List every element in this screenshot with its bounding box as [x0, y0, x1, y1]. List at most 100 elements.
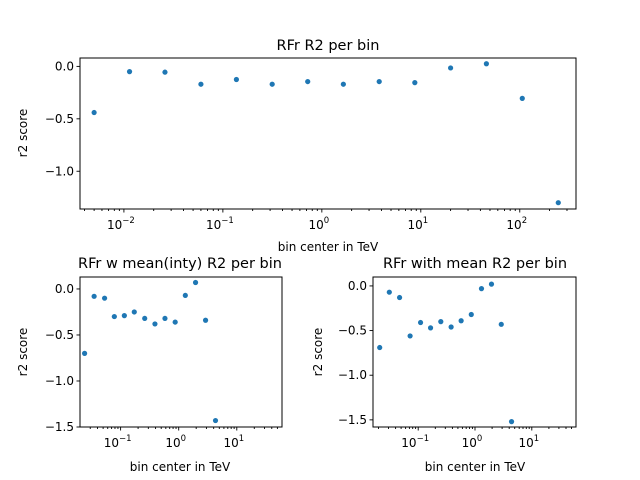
chart-title: RFr w mean(inty) R2 per bin — [78, 256, 282, 272]
data-point — [340, 81, 346, 87]
chart-title: RFr R2 per bin — [277, 38, 380, 54]
data-point — [162, 69, 168, 75]
data-point — [386, 289, 392, 295]
data-point — [555, 200, 561, 206]
data-points — [91, 61, 561, 206]
data-point — [131, 309, 137, 315]
data-point — [162, 315, 168, 322]
x-tick-base: 10 — [462, 436, 477, 450]
y-axis-label: r2 score — [16, 328, 30, 377]
data-point — [377, 344, 383, 351]
y-tick-label: −0.5 — [45, 112, 74, 126]
data-point — [269, 81, 275, 87]
data-point — [126, 69, 133, 75]
data-point — [305, 78, 311, 85]
data-point — [396, 294, 403, 301]
data-point — [202, 317, 209, 323]
x-tick-exponent: 0 — [324, 216, 329, 226]
x-tick-label: 102 — [506, 216, 527, 232]
data-point — [233, 76, 240, 83]
plot-frame — [79, 276, 283, 428]
x-tick-base: 10 — [104, 436, 119, 450]
x-axis-label: bin center in TeV — [278, 240, 379, 254]
data-point — [458, 318, 464, 324]
plot-frame — [372, 276, 577, 428]
data-point — [498, 321, 504, 327]
data-points — [377, 281, 515, 425]
x-tick-label: 100 — [165, 434, 186, 450]
data-point — [407, 333, 413, 339]
x-tick-exponent: 0 — [181, 434, 186, 444]
data-point — [438, 319, 444, 325]
data-point — [427, 325, 434, 331]
data-point — [468, 311, 474, 318]
x-tick-base: 10 — [107, 218, 122, 232]
data-point — [111, 313, 117, 320]
y-axis-label: r2 score — [311, 328, 325, 377]
data-point — [417, 319, 424, 326]
y-tick-label: −0.5 — [338, 324, 367, 338]
x-tick-base: 10 — [401, 436, 416, 450]
x-tick-exponent: 0 — [477, 434, 482, 444]
plot-frame — [79, 57, 577, 210]
y-tick-label: 0.0 — [348, 279, 367, 293]
y-tick-label: −1.5 — [338, 413, 367, 427]
x-tick-base: 10 — [518, 436, 533, 450]
chart-bottom-right: RFr with mean R2 per bin bin center in T… — [311, 256, 577, 474]
data-point — [519, 95, 525, 101]
y-axis-label: r2 score — [16, 109, 30, 158]
x-axis-label: bin center in TeV — [130, 460, 231, 474]
data-point — [478, 286, 485, 292]
data-point — [91, 293, 97, 299]
y-tick-label: −0.5 — [45, 328, 74, 342]
x-tick-label: 101 — [407, 216, 428, 232]
x-tick-exponent: 1 — [423, 216, 428, 226]
x-tick-label: 100 — [308, 216, 329, 232]
x-tick-exponent: 2 — [522, 216, 527, 226]
x-tick-exponent: −1 — [119, 434, 132, 444]
y-tick-label: 0.0 — [55, 282, 74, 296]
chart-bottom-left: RFr w mean(inty) R2 per bin bin center i… — [16, 256, 283, 474]
x-tick-label: 101 — [518, 434, 539, 450]
data-point — [212, 417, 219, 424]
x-tick-exponent: 1 — [534, 434, 539, 444]
x-tick-base: 10 — [165, 436, 180, 450]
x-tick-label: 10−1 — [104, 434, 132, 450]
x-tick-label: 10−2 — [107, 216, 135, 232]
y-tick-label: −1.0 — [45, 164, 74, 178]
x-tick-exponent: −2 — [122, 216, 135, 226]
data-point — [192, 279, 199, 286]
x-tick-base: 10 — [206, 218, 221, 232]
data-point — [101, 295, 108, 301]
data-point — [152, 321, 158, 327]
data-point — [121, 313, 127, 319]
x-tick-label: 10−1 — [401, 434, 429, 450]
data-point — [376, 78, 382, 85]
data-point — [483, 61, 489, 67]
y-tick-label: 0.0 — [55, 59, 74, 73]
x-tick-exponent: −1 — [417, 434, 430, 444]
data-point — [91, 109, 97, 116]
data-point — [488, 281, 495, 287]
x-tick-base: 10 — [223, 436, 238, 450]
x-tick-base: 10 — [308, 218, 323, 232]
y-tick-label: −1.5 — [45, 420, 74, 434]
data-point — [172, 319, 178, 325]
y-tick-label: −1.0 — [45, 374, 74, 388]
data-point — [182, 292, 188, 299]
x-tick-exponent: −1 — [221, 216, 234, 226]
x-tick-exponent: 1 — [239, 434, 244, 444]
x-axis-label: bin center in TeV — [425, 460, 526, 474]
data-point — [81, 350, 88, 356]
data-points — [81, 279, 219, 424]
data-point — [198, 81, 204, 87]
data-point — [447, 65, 454, 71]
x-tick-label: 101 — [223, 434, 244, 450]
x-tick-label: 10−1 — [206, 216, 234, 232]
data-point — [412, 80, 418, 86]
y-tick-label: −1.0 — [338, 368, 367, 382]
